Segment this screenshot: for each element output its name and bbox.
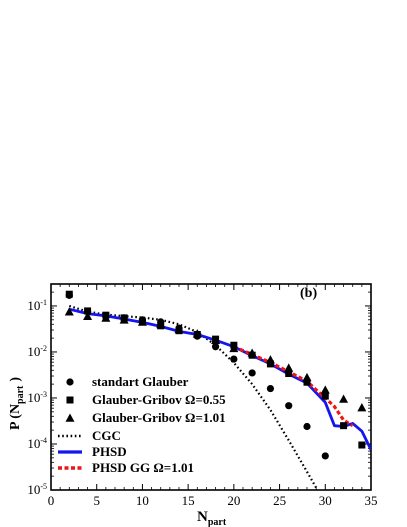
series-0-point xyxy=(266,384,275,393)
x-tick-label: 20 xyxy=(227,493,240,508)
y-tick-exponent: -5 xyxy=(40,482,47,491)
series-2-point xyxy=(211,335,221,345)
x-tick-label: 30 xyxy=(319,493,332,508)
x-tick-label: 0 xyxy=(48,493,55,508)
series-2-point xyxy=(192,329,202,338)
series-1-point xyxy=(285,370,293,378)
y-tick-label: 10-1 xyxy=(27,298,47,313)
y-tick-base: 10 xyxy=(27,482,40,497)
series-2-markers xyxy=(64,307,367,412)
y-axis-label-close: ) xyxy=(8,377,23,382)
x-tick-label: 15 xyxy=(182,493,195,508)
legend-marker-0 xyxy=(66,378,74,386)
series-0-point xyxy=(303,422,311,431)
y-tick-label: 10-2 xyxy=(27,344,47,359)
series-0-point xyxy=(321,452,329,460)
plot-frame xyxy=(50,283,372,491)
legend-label-5: PHSD GG Ω=1.01 xyxy=(92,460,194,475)
legend: standart Glauber Glauber-Gribov Ω=0.55 Gla… xyxy=(58,374,226,475)
series-1-point xyxy=(358,441,366,449)
series-2-point xyxy=(119,315,129,324)
series-2-point xyxy=(156,319,166,329)
legend-marker-1 xyxy=(66,396,74,404)
y-tick-base: 10 xyxy=(27,390,40,405)
y-tick-label: 10-3 xyxy=(27,390,47,405)
series-2-point xyxy=(137,317,147,326)
series-1-point xyxy=(266,360,274,368)
series-2-point xyxy=(320,385,330,394)
x-axis-label-main: N xyxy=(197,509,208,525)
x-axis-label-sub: part xyxy=(208,517,227,527)
legend-label-0: standart Glauber xyxy=(92,374,189,389)
series-2-point xyxy=(64,307,74,316)
series-2-point xyxy=(229,343,239,353)
series-2-point xyxy=(302,372,312,382)
x-tick-label: 35 xyxy=(365,493,378,508)
y-tick-exponent: -4 xyxy=(40,436,47,445)
legend-marker-2 xyxy=(65,413,75,422)
y-axis-label-sub: part xyxy=(15,385,26,404)
y-tick-base: 10 xyxy=(27,298,40,313)
y-tick-base: 10 xyxy=(27,344,40,359)
legend-label-2: Glauber-Gribov Ω=1.01 xyxy=(92,410,226,425)
y-tick-base: 10 xyxy=(27,436,40,451)
series-5-line xyxy=(233,345,354,428)
x-tick-label: 5 xyxy=(93,493,100,508)
series-5-line-group xyxy=(233,345,354,428)
series-2-point xyxy=(265,355,275,364)
y-tick-label: 10-5 xyxy=(27,482,47,497)
series-0-point xyxy=(230,355,238,363)
series-2-point xyxy=(83,311,93,320)
series-0-point xyxy=(248,369,256,377)
x-tick-label: 10 xyxy=(136,493,149,508)
y-tick-exponent: -1 xyxy=(40,298,47,307)
series-2-point xyxy=(247,348,257,357)
legend-label-3: CGC xyxy=(92,428,121,443)
series-1-point xyxy=(65,290,73,298)
y-tick-exponent: -2 xyxy=(40,344,47,353)
legend-label-4: PHSD xyxy=(92,444,127,459)
series-2-point xyxy=(174,324,184,334)
legend-label-1: Glauber-Gribov Ω=0.55 xyxy=(92,392,226,407)
series-0-point xyxy=(285,402,293,410)
y-tick-exponent: -3 xyxy=(40,390,47,399)
y-tick-label: 10-4 xyxy=(27,436,47,451)
series-0-point xyxy=(211,343,220,351)
x-axis-label: Npart xyxy=(197,509,227,527)
y-axis-label-main: P (N xyxy=(8,404,23,430)
series-1-point xyxy=(340,422,348,430)
series-1-point xyxy=(303,378,311,386)
series-2-point xyxy=(339,394,349,403)
series-2-point xyxy=(101,313,111,322)
series-2-point xyxy=(357,403,367,412)
x-tick-label: 25 xyxy=(273,493,286,508)
y-axis-label: P (Npart) xyxy=(8,377,26,430)
panel-label: (b) xyxy=(300,286,317,301)
series-2-point xyxy=(284,363,294,372)
series-1-point xyxy=(84,307,92,315)
series-1-point xyxy=(321,392,329,400)
series-layer xyxy=(64,290,371,490)
